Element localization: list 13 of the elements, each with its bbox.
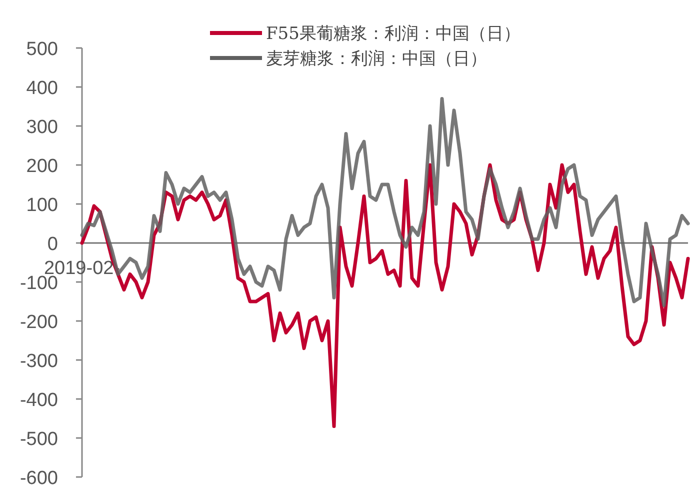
y-tick-label: -400 xyxy=(20,390,58,411)
y-tick-label: -500 xyxy=(20,429,58,450)
y-tick-label: -600 xyxy=(20,468,58,485)
legend-label: 麦芽糖浆：利润：中国（日） xyxy=(266,49,487,69)
y-tick-label: -300 xyxy=(20,351,58,372)
y-tick-label: 100 xyxy=(26,195,58,216)
y-tick-label: 0 xyxy=(47,234,58,255)
y-tick-label: 400 xyxy=(26,78,58,99)
y-tick-label: 300 xyxy=(26,117,58,138)
y-tick-label: 200 xyxy=(26,156,58,177)
legend-label: F55果葡糖浆：利润：中国（日） xyxy=(266,24,520,44)
y-tick-label: -200 xyxy=(20,312,58,333)
y-tick-label: 500 xyxy=(26,39,58,60)
